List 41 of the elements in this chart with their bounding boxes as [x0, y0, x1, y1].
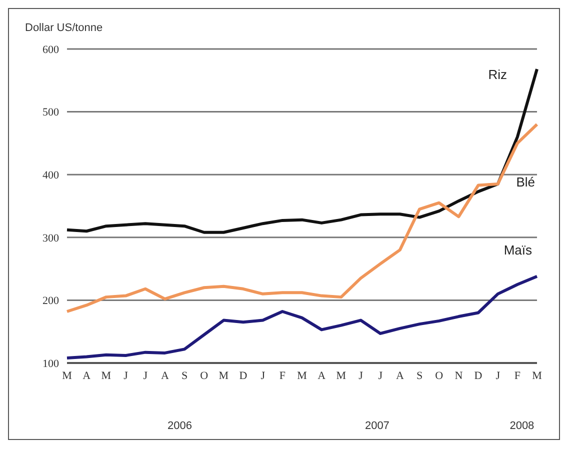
x-tick-label: M [532, 370, 542, 382]
text: 2006 [168, 420, 192, 432]
y-tick-label: 200 [42, 295, 60, 308]
x-tick-label: J [378, 370, 384, 382]
y-tick-label: 400 [42, 170, 60, 182]
line-series [66, 122, 538, 314]
x-tick-label: M [336, 370, 346, 382]
y-axis-title: Dollar US/tonne [25, 22, 103, 34]
x-tick-label: D [239, 370, 248, 382]
x-tick-label: A [160, 370, 169, 382]
x-tick-label: O [200, 370, 208, 382]
y-tick-label: 600 [42, 44, 60, 56]
x-tick-label: A [318, 370, 326, 382]
line-series [66, 274, 538, 360]
x-tick-label: D [474, 370, 482, 382]
x-tick-label: M [101, 370, 112, 382]
x-tick-label: S [416, 370, 423, 382]
x-tick-label: O [435, 370, 444, 382]
x-tick-label: S [181, 370, 188, 382]
x-tick-label: F [514, 370, 520, 382]
y-tick-label: 500 [42, 106, 60, 119]
x-tick-label: A [82, 370, 91, 382]
x-tick-label: M [297, 370, 308, 382]
x-tick-label: J [124, 370, 129, 382]
x-tick-label: J [496, 370, 501, 382]
series-label: Maïs [504, 242, 532, 258]
line-series [66, 68, 538, 234]
x-tick-label: M [218, 370, 229, 382]
text: 2008 [510, 420, 534, 432]
x-tick-label: J [143, 370, 148, 382]
series-label: Blé [516, 174, 535, 190]
y-tick-label: 100 [42, 358, 60, 370]
text: 2007 [364, 420, 390, 432]
series-label: Riz [488, 67, 507, 82]
y-tick-label: 300 [42, 232, 60, 244]
x-tick-label: N [454, 370, 463, 382]
x-tick-label: J [358, 370, 364, 382]
x-tick-label: M [62, 370, 72, 382]
x-tick-label: J [260, 370, 266, 382]
x-tick-label: F [279, 370, 286, 382]
x-tick-label: A [396, 370, 404, 382]
